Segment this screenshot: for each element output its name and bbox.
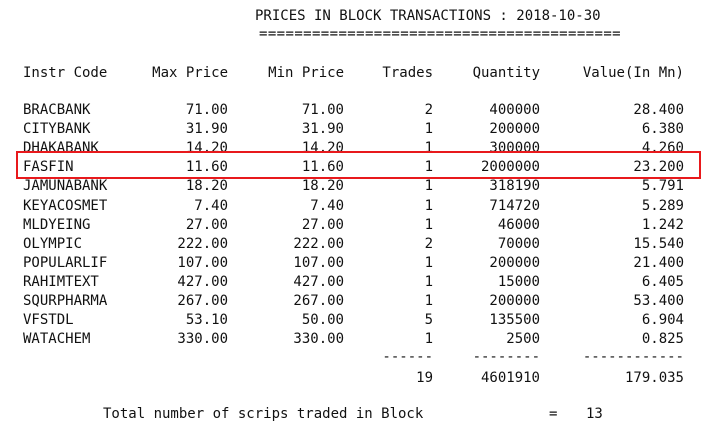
cell-instr-code: OLYMPIC <box>23 236 83 252</box>
cell-min-price: 107.00 <box>293 255 344 271</box>
total-value: 179.035 <box>624 370 684 386</box>
cell-trades: 1 <box>424 255 433 271</box>
cell-trades: 1 <box>424 178 433 194</box>
header-value: Value(In Mn) <box>582 65 684 81</box>
header-max-price: Max Price <box>152 65 228 81</box>
cell-value: 6.405 <box>641 274 684 290</box>
cell-quantity: 46000 <box>497 217 540 233</box>
cell-max-price: 31.90 <box>185 121 228 137</box>
cell-instr-code: RAHIMTEXT <box>23 274 99 290</box>
cell-value: 23.200 <box>633 159 684 175</box>
cell-quantity: 400000 <box>489 102 540 118</box>
cell-quantity: 318190 <box>489 178 540 194</box>
cell-min-price: 71.00 <box>301 102 344 118</box>
cell-instr-code: SQURPHARMA <box>23 293 108 309</box>
total-quantity: 4601910 <box>480 370 540 386</box>
header-instr-code: Instr Code <box>23 65 108 81</box>
cell-quantity: 714720 <box>489 198 540 214</box>
cell-quantity: 2000000 <box>480 159 540 175</box>
cell-value: 6.380 <box>641 121 684 137</box>
cell-instr-code: BRACBANK <box>23 102 91 118</box>
cell-trades: 1 <box>424 198 433 214</box>
cell-instr-code: POPULARLIF <box>23 255 108 271</box>
cell-instr-code: JAMUNABANK <box>23 178 108 194</box>
cell-value: 53.400 <box>633 293 684 309</box>
cell-quantity: 200000 <box>489 255 540 271</box>
cell-max-price: 330.00 <box>177 331 228 347</box>
cell-max-price: 222.00 <box>177 236 228 252</box>
cell-min-price: 11.60 <box>301 159 344 175</box>
cell-trades: 1 <box>424 140 433 156</box>
separator-value: ------------ <box>582 349 684 365</box>
cell-trades: 2 <box>424 102 433 118</box>
cell-quantity: 15000 <box>497 274 540 290</box>
cell-trades: 2 <box>424 236 433 252</box>
header-quantity: Quantity <box>472 65 540 81</box>
cell-trades: 5 <box>424 312 433 328</box>
footer-count: 13 <box>586 406 603 422</box>
cell-min-price: 50.00 <box>301 312 344 328</box>
cell-instr-code: VFSTDL <box>23 312 74 328</box>
cell-min-price: 31.90 <box>301 121 344 137</box>
cell-instr-code: KEYACOSMET <box>23 198 108 214</box>
cell-max-price: 267.00 <box>177 293 228 309</box>
cell-quantity: 70000 <box>497 236 540 252</box>
cell-max-price: 7.40 <box>194 198 228 214</box>
header-min-price: Min Price <box>268 65 344 81</box>
cell-min-price: 7.40 <box>310 198 344 214</box>
cell-instr-code: CITYBANK <box>23 121 91 137</box>
cell-max-price: 18.20 <box>185 178 228 194</box>
cell-instr-code: MLDYEING <box>23 217 91 233</box>
separator-trades: ------ <box>382 349 433 365</box>
cell-value: 6.904 <box>641 312 684 328</box>
cell-quantity: 135500 <box>489 312 540 328</box>
cell-trades: 1 <box>424 121 433 137</box>
cell-min-price: 267.00 <box>293 293 344 309</box>
cell-value: 15.540 <box>633 236 684 252</box>
cell-value: 21.400 <box>633 255 684 271</box>
separator-quantity: -------- <box>472 349 540 365</box>
cell-min-price: 427.00 <box>293 274 344 290</box>
footer-label: Total number of scrips traded in Block <box>103 406 424 422</box>
cell-min-price: 27.00 <box>301 217 344 233</box>
cell-value: 28.400 <box>633 102 684 118</box>
cell-max-price: 53.10 <box>185 312 228 328</box>
cell-min-price: 222.00 <box>293 236 344 252</box>
highlighted-row-box <box>16 151 701 179</box>
cell-min-price: 330.00 <box>293 331 344 347</box>
cell-value: 0.825 <box>641 331 684 347</box>
cell-value: 5.791 <box>641 178 684 194</box>
cell-max-price: 71.00 <box>185 102 228 118</box>
cell-instr-code: FASFIN <box>23 159 74 175</box>
cell-value: 1.242 <box>641 217 684 233</box>
total-trades: 19 <box>416 370 433 386</box>
header-trades: Trades <box>382 65 433 81</box>
footer-equals: = <box>549 406 558 422</box>
title-underline: ========================================… <box>259 26 621 42</box>
cell-trades: 1 <box>424 159 433 175</box>
cell-max-price: 107.00 <box>177 255 228 271</box>
cell-min-price: 18.20 <box>301 178 344 194</box>
cell-value: 5.289 <box>641 198 684 214</box>
cell-max-price: 427.00 <box>177 274 228 290</box>
cell-quantity: 2500 <box>506 331 540 347</box>
cell-trades: 1 <box>424 331 433 347</box>
cell-max-price: 27.00 <box>185 217 228 233</box>
cell-trades: 1 <box>424 293 433 309</box>
cell-max-price: 11.60 <box>185 159 228 175</box>
cell-trades: 1 <box>424 274 433 290</box>
cell-quantity: 200000 <box>489 293 540 309</box>
report-title: PRICES IN BLOCK TRANSACTIONS : 2018-10-3… <box>255 8 601 24</box>
cell-quantity: 200000 <box>489 121 540 137</box>
cell-trades: 1 <box>424 217 433 233</box>
cell-instr-code: WATACHEM <box>23 331 91 347</box>
